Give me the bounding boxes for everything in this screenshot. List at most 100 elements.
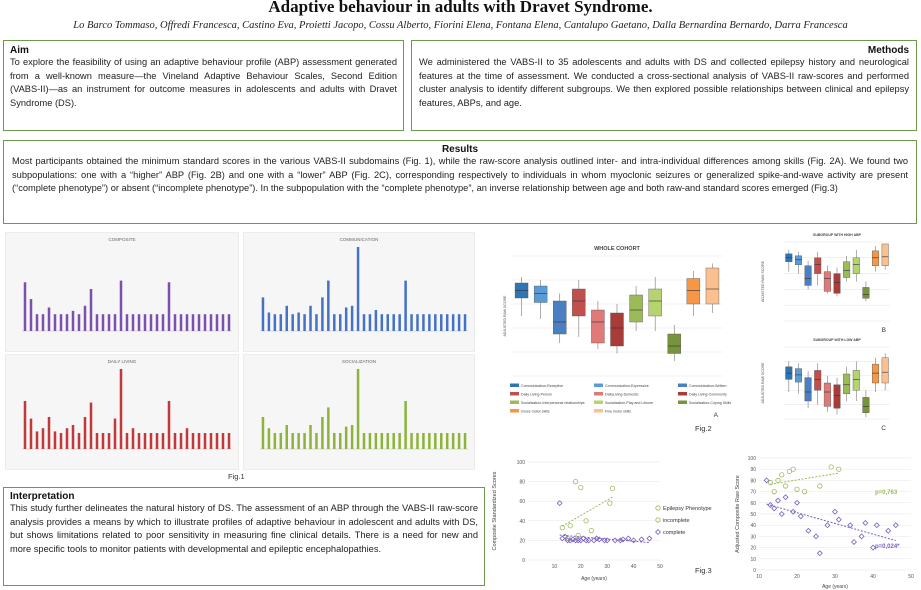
fig2-box [881,357,889,384]
fig1-panel-daily-living: DAILY LIVING [5,354,239,470]
fig3-point-incomplete [828,464,834,470]
fig2-box [814,257,822,274]
fig3-point-incomplete [771,488,777,495]
fig3-y-tick-label: 50 [750,512,756,518]
fig2-legend-label: Communication-Written [689,384,726,388]
fig3-point-complete [873,522,880,529]
fig1-bar [65,428,69,449]
fig1-bar [380,433,384,449]
fig3-point-complete [569,536,576,543]
fig1-bar [173,433,177,449]
fig2-box [794,255,802,265]
fig3-point-incomplete [609,485,616,492]
fig2-box [591,309,605,344]
fig3-x-tick-label: 50 [657,564,663,570]
fig2-box [804,265,812,286]
fig3-point-complete [625,535,632,542]
fig3-point-complete [601,537,608,544]
fig1-bar [315,314,318,331]
fig2-label: Fig.2 [695,424,712,433]
fig2-legend-label: Fine motor skills [605,410,631,414]
fig3-point-incomplete [588,528,594,534]
fig3-point-incomplete [767,480,774,486]
fig2-legend-label: Socialization-Play and Leisure [605,401,653,405]
fig3-x-tick-label: 30 [832,574,838,580]
fig3-point-complete [805,527,812,534]
fig1-bar [350,425,354,449]
fig3-legend-marker-complete [655,529,661,535]
fig1-bar [321,417,324,449]
fig1-bar [77,433,81,449]
fig1-bar [179,314,183,331]
fig2-legend-label: Daily Living-Person [521,393,552,397]
fig1-bar [445,314,449,331]
fig3-point-incomplete [779,472,785,478]
fig1-bar [440,314,443,331]
aim-heading: Aim [10,45,29,56]
fig3-y-tick-label: 80 [519,480,525,486]
fig3-point-complete [794,499,800,506]
fig3-point-complete [797,513,804,520]
fig1-bar [41,428,45,449]
fig1-bar [23,282,27,331]
fig3-y-tick-label: 30 [750,534,756,540]
fig3-legend-incomplete: incomplete [663,518,690,524]
fig1-bar [344,426,348,449]
fig3-point-complete [617,537,624,544]
results-text: Most participants obtained the minimum s… [12,156,908,194]
fig3-x-tick-label: 10 [552,564,558,570]
fig3-point-complete [771,505,778,512]
fig1-bar [392,433,395,449]
fig2-legend-label: Communication-Expressive [605,384,649,388]
fig1-panel-communication: COMMUNICATION [243,232,475,352]
fig1-bar [457,433,461,449]
fig1-bar [410,433,413,449]
fig2-legend-label: Daily Living-Community [689,393,727,397]
fig2-low-abp-chart: SUBGROUP WITH LOW ABP ADJUSTED RAW SCORE C [761,338,890,432]
fig2-whole-cohort-chart: WHOLE COHORT ADJUSTED RAW SCORE A Communica… [503,246,731,419]
fig1-bar [261,297,265,331]
fig1-bar [167,282,171,331]
fig2-box [553,300,567,335]
fig1-bar [113,314,117,331]
fig1-bar [434,314,437,331]
fig3-legend-marker-title [655,505,661,511]
fig1-bar [362,433,366,449]
fig2-box [572,288,586,317]
poster-title: Adaptive behaviour in adults with Dravet… [268,0,653,16]
results-box: Results Most participants obtained the m… [3,140,917,224]
fig1-bar [65,314,69,331]
fig1-bar [197,433,201,449]
fig1-bar [445,433,449,449]
fig2-panel-title: SUBGROUP WITH HIGH ABP [813,233,862,237]
fig1-bar [386,314,390,331]
fig1-bar [107,314,111,331]
fig3-y-tick-label: 100 [517,460,526,466]
fig1-bar [71,425,75,449]
fig2-legend-swatch [678,383,687,387]
fig3-legend-complete: complete [663,530,685,536]
fig1-socialization-chart: SOCIALIZATION [260,359,468,450]
fig3-y-tick-label: 90 [750,467,756,473]
fig3-point-complete [775,497,781,504]
fig2-box [862,287,870,299]
fig1-bar [291,314,294,331]
fig2-box [533,285,548,303]
fig2-legend-swatch [510,409,519,413]
fig1-bar [356,247,360,331]
fig1-bar [451,433,455,449]
fig1-bar [29,418,33,449]
fig1-bar [113,418,117,449]
fig3-point-complete [832,508,838,515]
fig2-legend-swatch [594,392,603,396]
fig2-box [705,267,720,305]
fig1-bar [41,314,45,331]
fig2-panel-c: SUBGROUP WITH LOW ABP ADJUSTED RAW SCORE C [758,337,918,433]
fig3-point-complete [556,500,563,507]
fig3-x-axis-label: Age (years) [822,584,848,590]
fig1-label: Fig.1 [228,472,245,481]
fig3-legend-title: Epilepsy Phenotype [663,506,712,512]
fig3-point-incomplete [607,500,613,506]
fig1-bar [215,433,219,449]
fig1-bar [53,314,57,331]
